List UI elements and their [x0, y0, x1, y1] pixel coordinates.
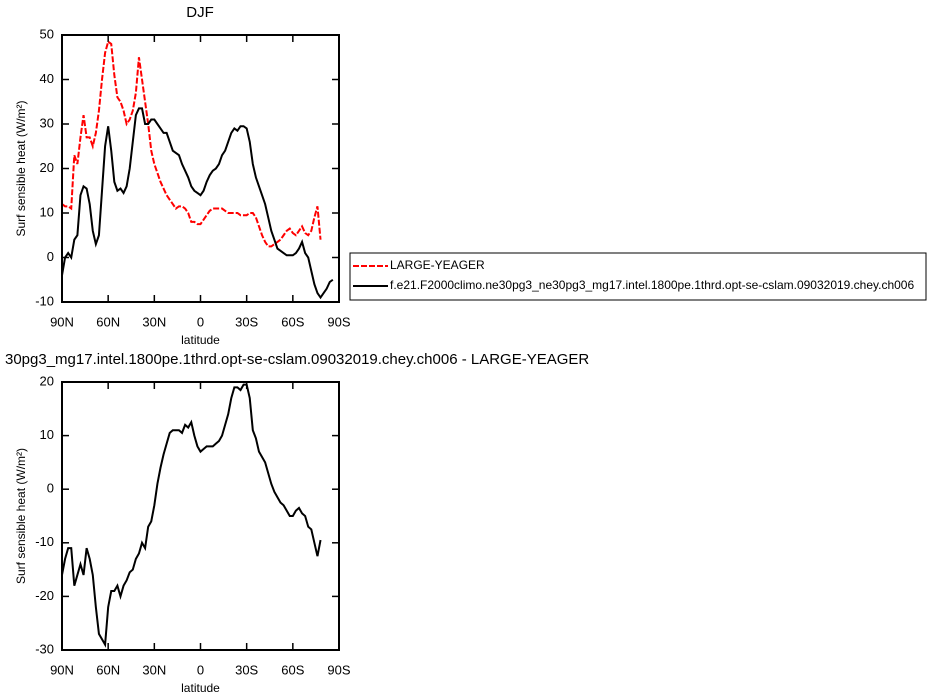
- x-tick-label: 60S: [281, 314, 304, 329]
- legend-box: [349, 252, 927, 301]
- legend-label: LARGE-YEAGER: [390, 258, 485, 272]
- data-line: [61, 107, 334, 300]
- y-axis-label: Surf sensible heat (W/m²): [14, 100, 28, 236]
- data-line: [61, 383, 322, 648]
- y-tick-label: 0: [47, 249, 54, 264]
- x-tick-label: 90N: [50, 662, 74, 677]
- data-line: [61, 40, 322, 248]
- x-axis-label: latitude: [181, 681, 220, 695]
- y-tick-label: -20: [35, 588, 54, 603]
- y-tick-label: 10: [40, 427, 54, 442]
- y-tick-label: -30: [35, 641, 54, 656]
- x-tick-label: 0: [197, 314, 204, 329]
- y-tick-label: 40: [40, 71, 54, 86]
- legend-label: f.e21.F2000climo.ne30pg3_ne30pg3_mg17.in…: [390, 278, 914, 292]
- y-tick-label: 10: [40, 204, 54, 219]
- y-tick-label: 20: [40, 373, 54, 388]
- y-tick-label: -10: [35, 293, 54, 308]
- x-tick-label: 30S: [235, 314, 258, 329]
- y-tick-label: 20: [40, 160, 54, 175]
- y-tick-label: -10: [35, 534, 54, 549]
- x-tick-label: 30N: [142, 314, 166, 329]
- chart-title: DJF: [186, 4, 214, 21]
- y-axis-label: Surf sensible heat (W/m²): [14, 448, 28, 584]
- x-tick-label: 30S: [235, 662, 258, 677]
- x-tick-label: 0: [197, 662, 204, 677]
- plot-frame: [61, 34, 340, 303]
- x-tick-label: 90N: [50, 314, 74, 329]
- x-tick-label: 60N: [96, 662, 120, 677]
- y-tick-label: 50: [40, 26, 54, 41]
- x-tick-label: 90S: [327, 314, 350, 329]
- x-tick-label: 60N: [96, 314, 120, 329]
- x-axis-label: latitude: [181, 333, 220, 347]
- x-tick-label: 60S: [281, 662, 304, 677]
- x-tick-label: 90S: [327, 662, 350, 677]
- x-tick-label: 30N: [142, 662, 166, 677]
- y-tick-label: 0: [47, 481, 54, 496]
- plot-frame: [61, 381, 340, 651]
- y-tick-label: 30: [40, 115, 54, 130]
- chart-title: 30pg3_mg17.intel.1800pe.1thrd.opt-se-csl…: [5, 351, 589, 368]
